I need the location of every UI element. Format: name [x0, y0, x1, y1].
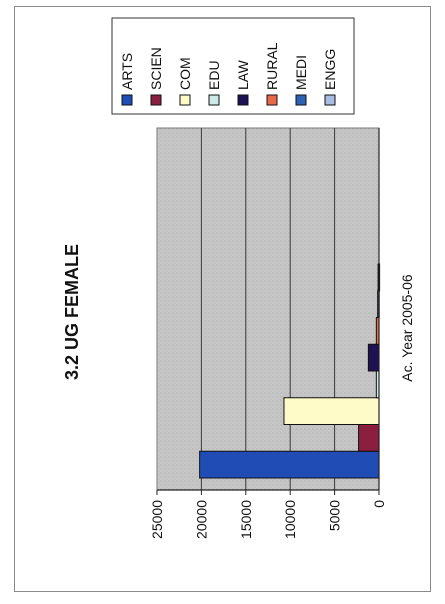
legend-swatch-rural — [266, 94, 278, 106]
tick-label: 15000 — [238, 500, 254, 539]
chart-title: 3.2 UG FEMALE — [62, 244, 82, 380]
legend-swatch-scien — [150, 94, 162, 106]
legend-swatch-arts — [121, 94, 133, 106]
legend-swatch-edu — [208, 94, 220, 106]
category-label: Ac. Year 2005-06 — [399, 274, 415, 382]
legend-swatch-engg — [324, 94, 336, 106]
tick-label: 5000 — [327, 500, 343, 531]
legend-swatch-medi — [295, 94, 307, 106]
plot-area — [156, 127, 380, 491]
legend-label-com: COM — [177, 57, 193, 90]
legend-label-law: LAW — [235, 59, 251, 90]
bar-scien — [358, 424, 380, 452]
legend-label-medi: MEDI — [293, 55, 309, 90]
legend-swatch-law — [237, 94, 249, 106]
tick-label: 0 — [371, 500, 387, 508]
bar-com — [283, 397, 380, 425]
legend-label-scien: SCIEN — [148, 47, 164, 90]
legend-label-arts: ARTS — [119, 53, 135, 90]
tick-label: 10000 — [282, 500, 298, 539]
legend-label-engg: ENGG — [322, 49, 338, 90]
tick-label: 25000 — [149, 500, 165, 539]
legend-label-edu: EDU — [206, 60, 222, 90]
legend-swatch-com — [179, 94, 191, 106]
tick-label: 20000 — [193, 500, 209, 539]
legend-label-rural: RURAL — [264, 42, 280, 90]
bar-law — [367, 343, 380, 372]
bar-arts — [199, 450, 380, 479]
